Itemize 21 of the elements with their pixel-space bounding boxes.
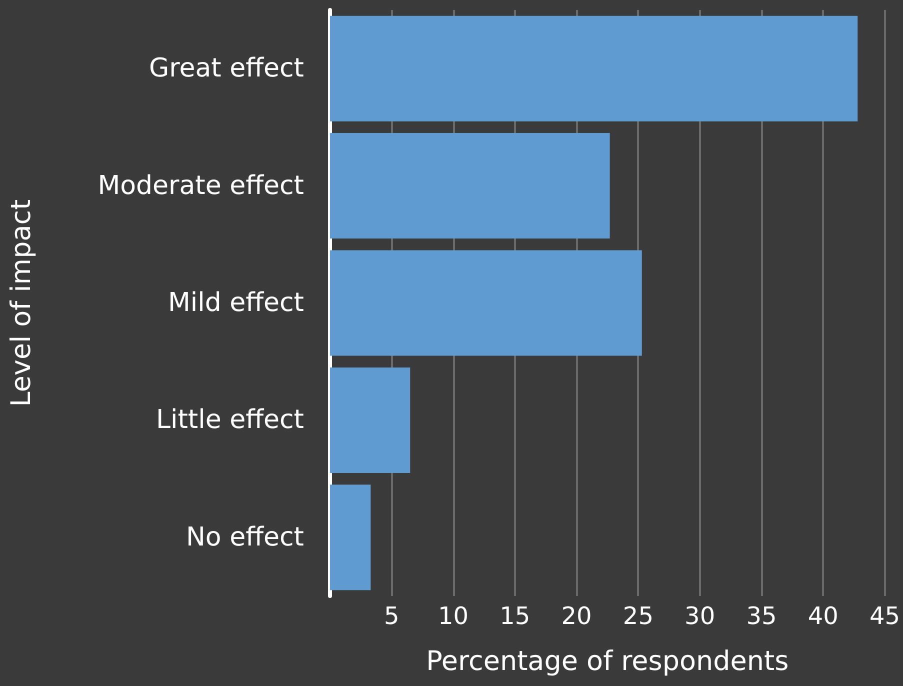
bar <box>330 484 371 590</box>
x-tick-label: 5 <box>384 602 400 630</box>
x-tick-label: 40 <box>808 602 838 630</box>
bar <box>330 367 410 473</box>
x-tick-label: 20 <box>561 602 592 630</box>
bar <box>330 16 858 122</box>
x-tick-label: 45 <box>869 602 900 630</box>
x-axis-title: Percentage of respondents <box>426 646 789 677</box>
y-tick-label: No effect <box>186 522 304 552</box>
x-tick-label: 10 <box>438 602 469 630</box>
x-tick-label: 35 <box>746 602 777 630</box>
y-tick-label: Great effect <box>148 54 304 84</box>
y-tick-label: Moderate effect <box>98 170 304 201</box>
y-tick-label: Little effect <box>156 405 304 436</box>
y-tick-label: Mild effect <box>168 288 304 318</box>
y-axis-title: Level of impact <box>6 199 37 407</box>
bar <box>330 250 642 356</box>
x-tick-label: 25 <box>622 602 654 630</box>
x-tick-label: 15 <box>500 602 530 630</box>
bar <box>330 133 610 239</box>
x-tick-label: 30 <box>684 602 716 630</box>
